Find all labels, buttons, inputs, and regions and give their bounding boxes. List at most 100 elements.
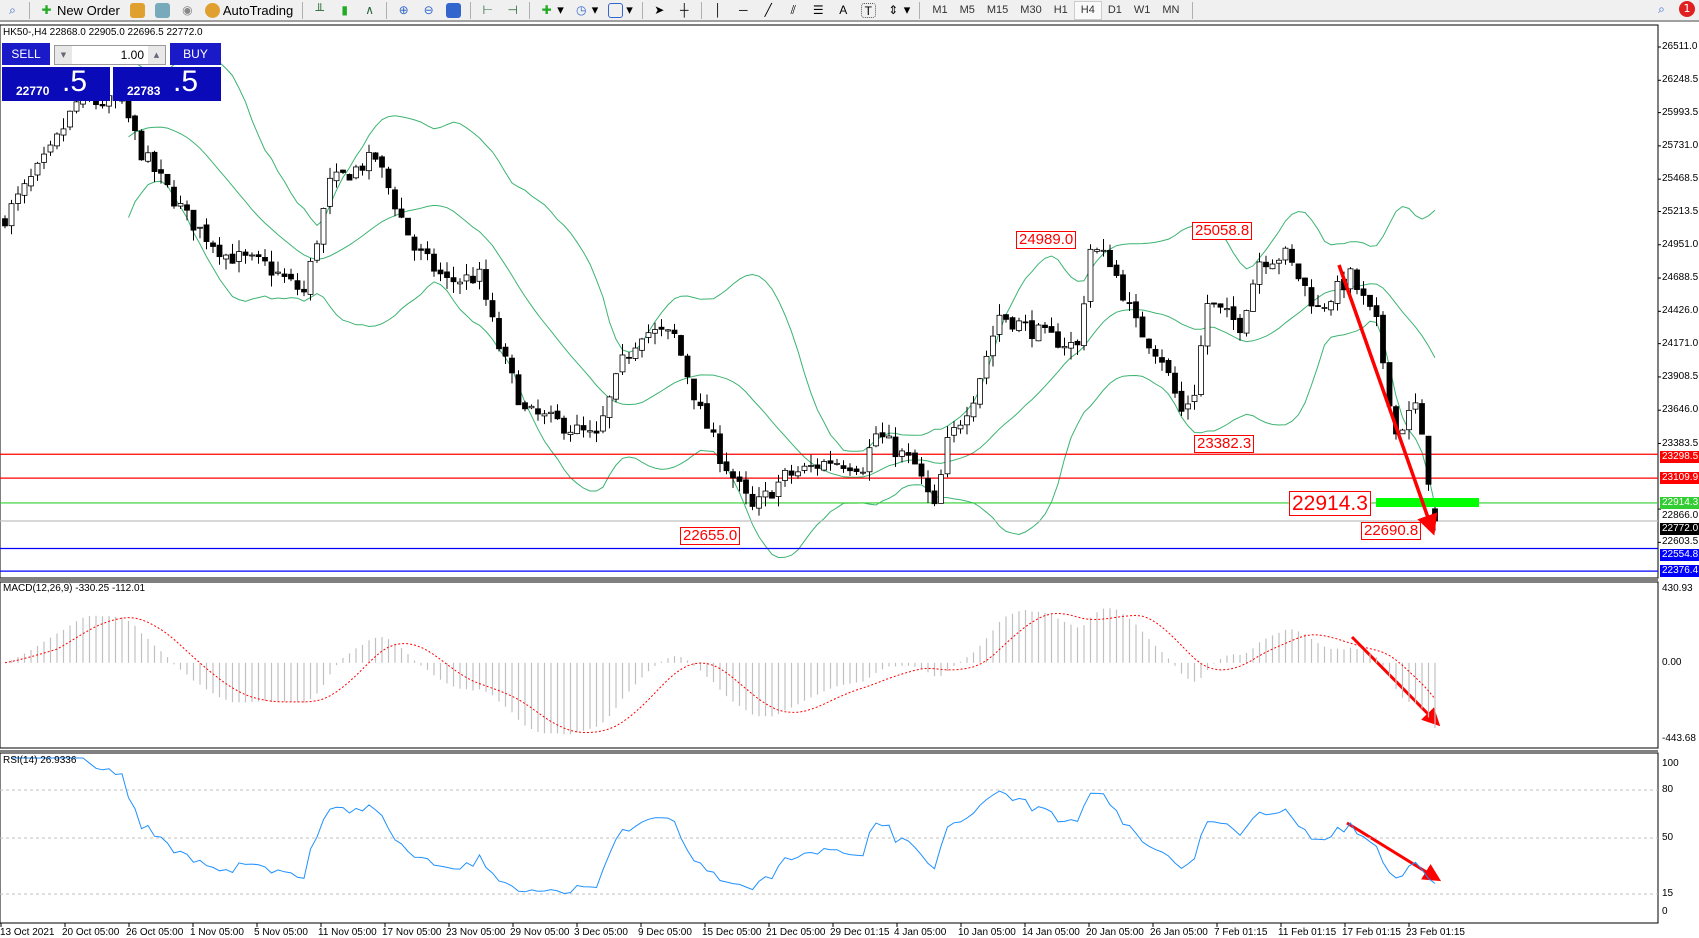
signals-button[interactable]: ◉ [177,1,198,20]
channel-button[interactable]: ⫽ [783,1,804,20]
text-button[interactable]: A [833,1,854,20]
candle [216,244,223,258]
lot-size-input[interactable] [73,46,147,64]
candle [476,268,483,282]
candle [496,318,502,350]
macd-frame [0,581,1659,749]
candle [236,251,242,262]
candle [1016,320,1022,331]
candle [743,479,749,494]
chat-icon[interactable]: 1 [1679,1,1695,17]
crosshair-button[interactable]: ┼ [674,1,695,20]
candle [437,269,444,275]
candle [1094,249,1100,252]
market-watch-icon [154,2,170,18]
candlestick-button[interactable]: ▮ [334,1,355,20]
candle [366,152,372,172]
new-order-button[interactable]: ✚ New Order [36,1,123,20]
candle [73,101,80,112]
timeframe-w1[interactable]: W1 [1133,4,1151,16]
timeframe-m15[interactable]: M15 [986,4,1009,16]
lot-decrease-button[interactable]: ▼ [55,46,72,64]
timeframe-mn[interactable]: MN [1162,4,1180,16]
date-label: 5 Nov 05:00 [254,927,308,938]
horizontal-line-button[interactable]: ─ [733,1,754,20]
annotation-low-label[interactable]: 22655.0 [680,527,741,545]
sell-button[interactable]: SELL [2,43,50,65]
candle [1185,403,1191,410]
annotation-low-label[interactable]: 22690.8 [1361,522,1422,540]
date-label: 4 Jan 05:00 [894,927,947,938]
annotation-high-label[interactable]: 25058.8 [1192,222,1253,240]
chart-shift-button[interactable]: ⊢ [477,1,498,20]
candle [613,373,619,400]
experts-button[interactable] [127,1,148,20]
buy-button[interactable]: BUY [170,43,221,65]
lot-increase-button[interactable]: ▲ [148,46,165,64]
arrows-button[interactable]: ⇕ ▾ [883,1,914,20]
candle [28,176,34,187]
line-chart-button[interactable]: ∧ [359,1,380,20]
candle [138,130,145,161]
zoom-in-button[interactable]: ⊕ [393,1,414,20]
cursor-button[interactable]: ➤ [649,1,670,20]
bar-chart-button[interactable]: ╨ [309,1,330,20]
price-tick-label: 24951.0 [1662,238,1699,250]
timeframe-m1[interactable]: M1 [932,4,948,16]
candle [561,417,567,434]
candle [756,496,762,509]
toolbar-separator [470,1,472,19]
candle [879,432,886,438]
candle [1432,508,1438,522]
text-label-button[interactable]: T [858,1,879,20]
timeframe-h4[interactable]: H4 [1073,0,1102,20]
candle [639,338,645,351]
candle [457,281,463,285]
candle [158,169,164,174]
periods-button[interactable]: ◷ ▾ [571,1,602,20]
toolbar-separator [302,1,304,19]
candle [1269,263,1276,270]
candle [1107,250,1113,268]
timeframe-h1[interactable]: H1 [1053,4,1068,16]
search-icon[interactable]: ⌕ [1658,1,1665,16]
sell-price-button[interactable]: 22770 .5 [2,65,110,101]
bollinger-middle [128,126,1436,478]
autoscroll-button[interactable]: ⊣ [502,1,523,20]
candle [619,354,626,373]
autotrading-button[interactable]: AutoTrading [202,1,296,20]
autoscroll-icon: ⊣ [507,2,518,17]
new-order-label: New Order [57,2,120,18]
right-tools: ⌕ 1 [1654,1,1695,17]
buy-price-button[interactable]: 22783 .5 [113,65,221,101]
candle [1061,345,1068,349]
vertical-line-button[interactable]: │ [708,1,729,20]
date-label: 10 Jan 05:00 [958,927,1016,938]
toolbar-separator [29,1,30,19]
annotation-level-label[interactable]: 22914.3 [1289,491,1371,516]
timeframe-d1[interactable]: D1 [1107,4,1122,16]
fibonacci-button[interactable]: ☰ [808,1,829,20]
candle [801,465,808,471]
annotation-low-label[interactable]: 23382.3 [1194,435,1255,453]
market-watch-button[interactable] [152,1,173,20]
candle [554,410,561,420]
indicators-button[interactable]: ✚ ▾ [536,1,567,20]
candle [1009,317,1016,330]
tile-windows-button[interactable] [443,1,464,20]
trendline-button[interactable]: ╱ [758,1,779,20]
chart-canvas[interactable] [0,24,1699,938]
candle [925,477,931,493]
zoom-in-icon: ⊕ [398,2,409,17]
annotation-high-label[interactable]: 24989.0 [1016,231,1077,249]
candle [977,378,983,405]
fibonacci-icon: ☰ [812,2,824,17]
date-label: 11 Feb 01:15 [1278,927,1337,938]
zoom-button[interactable]: ⌕ [2,1,23,20]
timeframe-m30[interactable]: M30 [1020,4,1042,16]
highlight-zone [1376,498,1479,507]
candle [1308,287,1315,307]
zoom-out-button[interactable]: ⊖ [418,1,439,20]
templates-button[interactable]: ▾ [605,1,636,20]
timeframe-m5[interactable]: M5 [959,4,975,16]
